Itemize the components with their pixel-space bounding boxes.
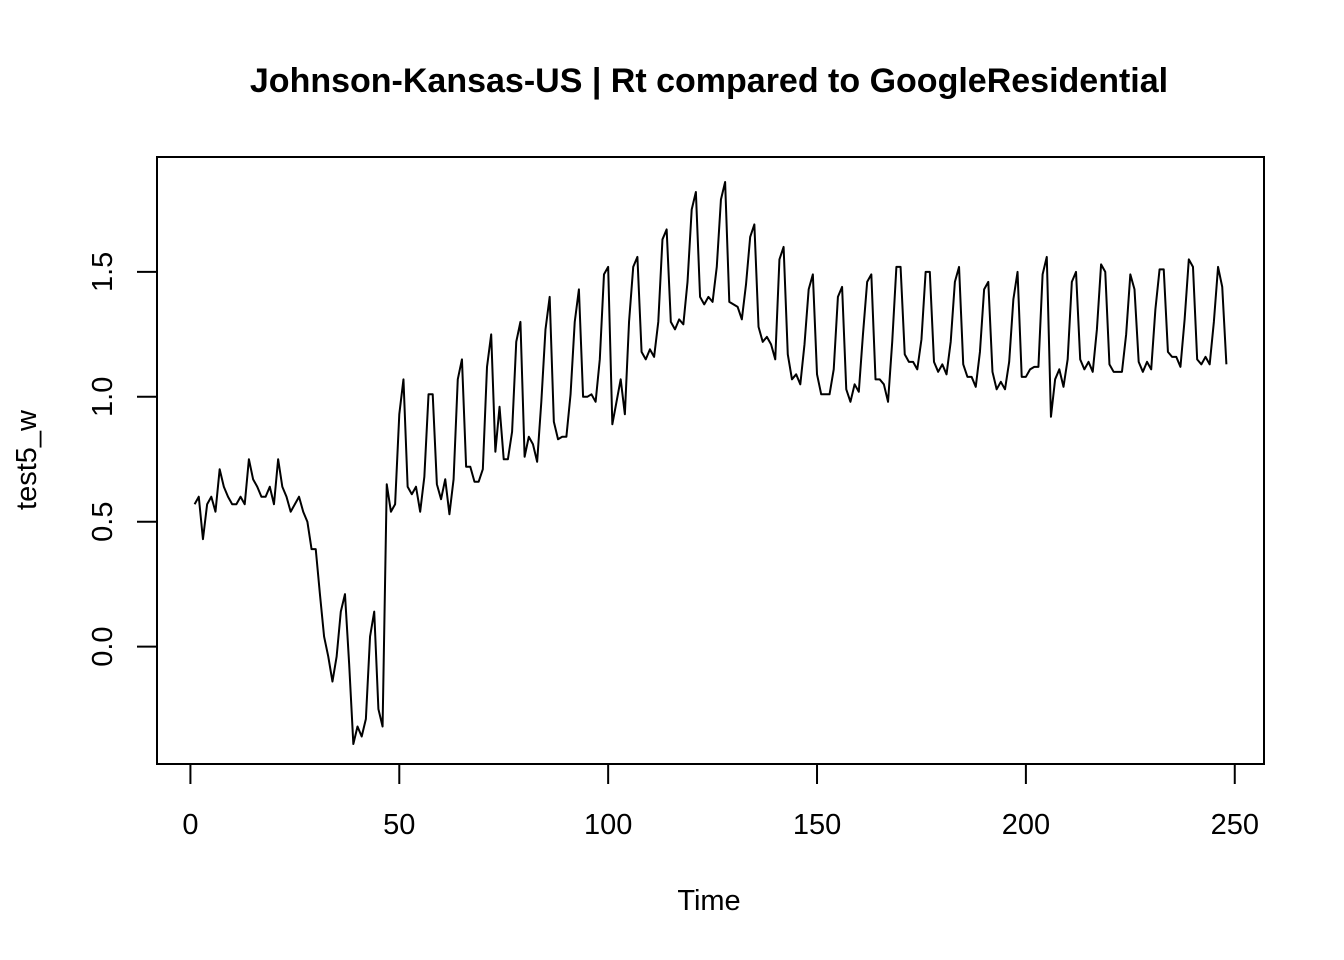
x-axis-label: Time bbox=[677, 885, 740, 917]
plot-frame bbox=[156, 156, 1265, 765]
x-axis: 0 50 100 150 200 250 bbox=[182, 763, 1259, 841]
y-tick-label: 0.5 bbox=[87, 502, 119, 542]
y-tick-label: 1.5 bbox=[87, 252, 119, 292]
series-layer bbox=[193, 180, 1228, 746]
x-tick-label: 100 bbox=[584, 809, 632, 841]
y-axis-label: test5_w bbox=[11, 409, 43, 510]
x-tick-label: 150 bbox=[793, 809, 841, 841]
series-line-0 bbox=[193, 180, 1228, 746]
x-tick-label: 0 bbox=[182, 809, 198, 841]
x-tick-label: 200 bbox=[1002, 809, 1050, 841]
y-tick-label: 1.0 bbox=[87, 377, 119, 417]
x-tick-label: 250 bbox=[1211, 809, 1259, 841]
x-tick-label: 50 bbox=[383, 809, 415, 841]
y-axis: 0.0 0.5 1.0 1.5 bbox=[87, 252, 158, 667]
chart-title: Johnson-Kansas-US | Rt compared to Googl… bbox=[250, 62, 1168, 100]
y-tick-label: 0.0 bbox=[87, 626, 119, 666]
